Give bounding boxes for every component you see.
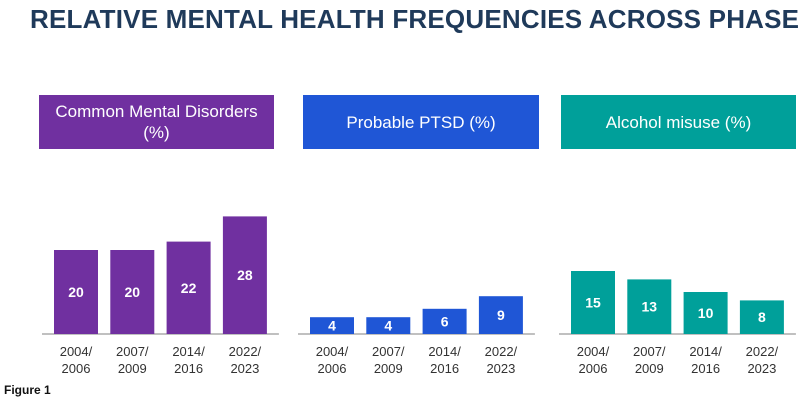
bar-alcohol-0 bbox=[571, 271, 615, 334]
data-label-cmd-1: 20 bbox=[125, 284, 141, 300]
bar-cmd-0 bbox=[54, 250, 98, 334]
tick-label-ptsd-0: 2004/2006 bbox=[316, 344, 349, 376]
tick-label-cmd-3: 2022/2023 bbox=[229, 344, 262, 376]
data-label-ptsd-3: 9 bbox=[497, 307, 505, 323]
tick-label-alcohol-0: 2004/2006 bbox=[577, 344, 610, 376]
bar-ptsd-2 bbox=[422, 308, 467, 334]
data-label-ptsd-2: 6 bbox=[441, 313, 449, 329]
bar-alcohol-2 bbox=[683, 292, 728, 334]
data-label-alcohol-0: 15 bbox=[585, 295, 601, 311]
panel-header-alcohol-misuse: Alcohol misuse (%) bbox=[561, 95, 796, 149]
data-label-alcohol-3: 8 bbox=[758, 309, 766, 325]
data-label-alcohol-2: 10 bbox=[698, 305, 714, 321]
tick-label-alcohol-2: 2014/2016 bbox=[689, 344, 722, 376]
bar-ptsd-0 bbox=[310, 317, 354, 334]
data-label-ptsd-1: 4 bbox=[384, 318, 392, 334]
tick-label-cmd-2: 2014/2016 bbox=[172, 344, 205, 376]
bar-cmd-1 bbox=[110, 250, 155, 334]
bar-ptsd-1 bbox=[366, 317, 411, 334]
bar-cmd-3 bbox=[222, 216, 267, 334]
tick-label-ptsd-3: 2022/2023 bbox=[485, 344, 518, 376]
bar-ptsd-3 bbox=[478, 296, 523, 334]
tick-label-alcohol-1: 2007/2009 bbox=[633, 344, 666, 376]
bar-cmd-2 bbox=[166, 241, 211, 334]
data-label-ptsd-0: 4 bbox=[328, 318, 336, 334]
panel-title-alcohol-misuse: Alcohol misuse (%) bbox=[605, 112, 752, 132]
panel-header-common-mental-disorders: Common Mental Disorders (%) bbox=[39, 95, 274, 149]
figure-caption: Figure 1 bbox=[4, 383, 51, 397]
tick-label-ptsd-1: 2007/2009 bbox=[372, 344, 405, 376]
tick-label-ptsd-2: 2014/2016 bbox=[428, 344, 461, 376]
chart-title: RELATIVE MENTAL HEALTH FREQUENCIES ACROS… bbox=[30, 4, 800, 34]
tick-label-alcohol-3: 2022/2023 bbox=[746, 344, 779, 376]
bar-alcohol-3 bbox=[739, 300, 784, 334]
data-label-cmd-0: 20 bbox=[68, 284, 84, 300]
panel-title-common-mental-disorders: Common Mental Disorders (%) bbox=[55, 102, 258, 142]
tick-label-cmd-1: 2007/2009 bbox=[116, 344, 149, 376]
data-label-cmd-3: 28 bbox=[237, 267, 253, 283]
tick-label-cmd-0: 2004/2006 bbox=[60, 344, 93, 376]
data-label-cmd-2: 22 bbox=[181, 280, 197, 296]
data-label-alcohol-1: 13 bbox=[642, 299, 658, 315]
panel-title-probable-ptsd: Probable PTSD (%) bbox=[346, 112, 496, 132]
panel-header-probable-ptsd: Probable PTSD (%) bbox=[303, 95, 539, 149]
bar-alcohol-1 bbox=[627, 279, 672, 334]
